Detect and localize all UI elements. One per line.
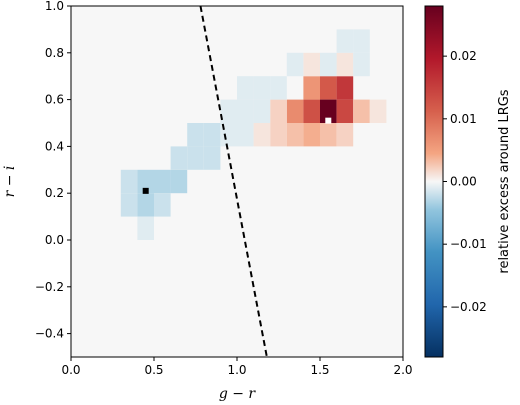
heatmap-cell — [120, 169, 138, 194]
y-tick-label: 0.2 — [45, 186, 64, 200]
y-tick-label: 0.6 — [45, 93, 64, 107]
heatmap-cells — [120, 29, 387, 240]
colorbar-label: relative excess around LRGs — [497, 89, 512, 273]
heatmap-cell — [320, 52, 337, 77]
heatmap-cell — [137, 216, 154, 240]
x-tick-label: 1.5 — [310, 363, 329, 377]
heatmap-cell — [187, 123, 204, 147]
colorbar-tick-label: −0.02 — [450, 300, 487, 314]
x-tick-label: 0.5 — [144, 363, 163, 377]
heatmap-cell — [154, 193, 171, 217]
heatmap-cell — [336, 99, 354, 123]
heatmap-cell — [353, 99, 370, 123]
heatmap-cell — [203, 146, 221, 170]
axes: 0.0 0.5 1.0 1.5 2.0 −0.4 −0.2 0.0 0.2 0.4 0.6 0.8 1.… — [35, 0, 413, 377]
heatmap-cell — [120, 193, 138, 217]
marker-point — [142, 187, 149, 194]
y-tick-label: −0.2 — [35, 280, 64, 294]
heatmap-cell — [336, 123, 354, 147]
y-tick-label: −0.4 — [35, 327, 64, 341]
x-tick-label: 2.0 — [393, 363, 412, 377]
heatmap-cell — [353, 52, 370, 77]
heatmap-cell — [369, 99, 387, 123]
heatmap-cell — [154, 169, 171, 194]
heatmap-cell — [237, 123, 254, 147]
colorbar-tick-label: 0.01 — [450, 112, 477, 126]
heatmap-cell — [253, 99, 271, 123]
heatmap-cell — [270, 76, 287, 100]
heatmap-cell — [286, 123, 304, 147]
colorbar-tick-label: 0.02 — [450, 49, 477, 63]
heatmap-cell — [270, 123, 287, 147]
heatmap-cell — [303, 99, 320, 123]
heatmap-cell — [237, 99, 254, 123]
marker-layer — [142, 117, 332, 194]
colorbar-gradient — [425, 6, 443, 357]
heatmap-cell — [303, 123, 320, 147]
heatmap-cell — [137, 169, 154, 194]
heatmap-cell — [220, 99, 237, 123]
heatmap-cell — [353, 29, 370, 53]
heatmap-cell — [336, 52, 354, 77]
heatmap-cell — [320, 99, 337, 123]
marker-point — [325, 117, 332, 124]
heatmap-cell — [203, 123, 221, 147]
heatmap-cell — [270, 99, 287, 123]
y-tick-label: 0.4 — [45, 139, 64, 153]
heatmap-cell — [170, 146, 188, 170]
x-tick-label: 0.0 — [61, 363, 80, 377]
y-tick-label: 0.0 — [45, 233, 64, 247]
colorbar: −0.02 −0.01 0.00 0.01 0.02 — [424, 5, 487, 358]
heatmap-cell — [253, 76, 271, 100]
x-tick-label: 1.0 — [227, 363, 246, 377]
colorbar-tick-label: 0.00 — [450, 175, 477, 189]
heatmap-cell — [336, 29, 354, 53]
heatmap-cell — [303, 76, 320, 100]
heatmap-cell — [320, 76, 337, 100]
heatmap-cell — [187, 146, 204, 170]
heatmap-cell — [170, 169, 188, 194]
heatmap-cell — [237, 76, 254, 100]
heatmap-cell — [286, 52, 304, 77]
heatmap-cell — [320, 123, 337, 147]
heatmap-cell — [303, 52, 320, 77]
heatmap-cell — [253, 123, 271, 147]
y-axis-label: r − i — [2, 166, 18, 198]
y-tick-label: 0.8 — [45, 46, 64, 60]
y-tick-label: 1.0 — [45, 0, 64, 13]
heatmap-cell — [336, 76, 354, 100]
x-axis-label: g − r — [219, 386, 257, 402]
colorbar-tick-label: −0.01 — [450, 237, 487, 251]
heatmap-cell — [286, 99, 304, 123]
heatmap-cell — [137, 193, 154, 217]
